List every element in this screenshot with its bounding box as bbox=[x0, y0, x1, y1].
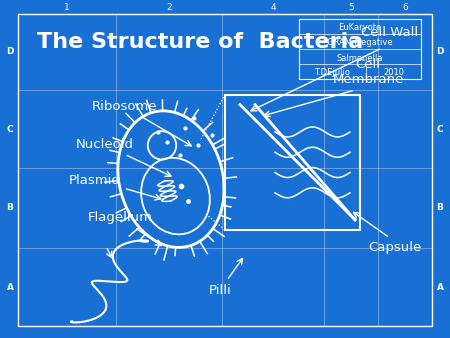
Text: D: D bbox=[6, 48, 14, 56]
Text: 6: 6 bbox=[402, 2, 408, 11]
Text: Pilli: Pilli bbox=[209, 259, 243, 296]
Text: Capsule: Capsule bbox=[369, 241, 422, 255]
Text: D: D bbox=[436, 48, 444, 56]
Bar bbox=[299, 19, 421, 79]
Text: Nucleoid: Nucleoid bbox=[76, 139, 171, 176]
Text: 2010: 2010 bbox=[383, 68, 405, 77]
Text: C: C bbox=[436, 124, 443, 134]
Text: A: A bbox=[436, 283, 444, 291]
Text: Salmonella: Salmonella bbox=[337, 54, 383, 63]
Text: Flagellum: Flagellum bbox=[88, 212, 162, 246]
Text: T.DEjulio: T.DEjulio bbox=[314, 68, 350, 77]
Text: Plasmid: Plasmid bbox=[69, 173, 161, 200]
Text: A: A bbox=[6, 283, 14, 291]
Text: 4: 4 bbox=[270, 2, 276, 11]
Text: Ribosome: Ribosome bbox=[92, 100, 191, 146]
Text: EuKaryote: EuKaryote bbox=[338, 23, 382, 32]
Text: Cell
Membrane: Cell Membrane bbox=[332, 58, 404, 86]
Bar bbox=[225, 95, 360, 230]
Text: GRAM Negative: GRAM Negative bbox=[327, 39, 393, 47]
Text: 5: 5 bbox=[348, 2, 354, 11]
Text: 2: 2 bbox=[166, 2, 172, 11]
Text: B: B bbox=[7, 203, 14, 213]
Text: 1: 1 bbox=[64, 2, 70, 11]
Text: B: B bbox=[436, 203, 443, 213]
Text: Cell Wall: Cell Wall bbox=[361, 25, 418, 39]
Text: C: C bbox=[7, 124, 14, 134]
Text: The Structure of  Bacteria: The Structure of Bacteria bbox=[37, 32, 363, 52]
